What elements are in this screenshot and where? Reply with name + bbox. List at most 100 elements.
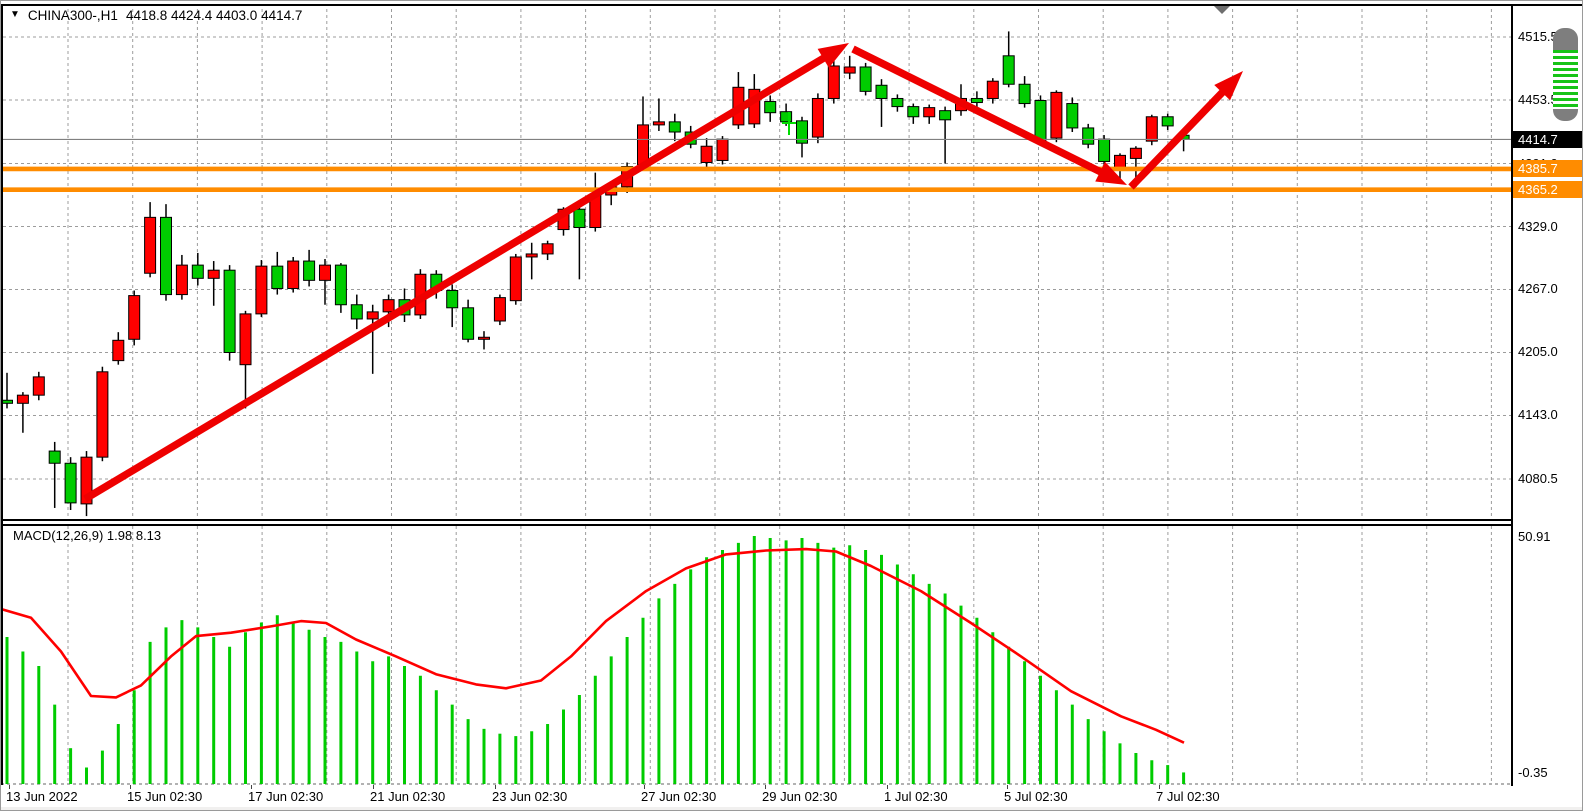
ohlc-readout: 4418.8 4424.4 4403.0 4414.7 — [125, 8, 303, 23]
candle-bearish — [1098, 138, 1111, 162]
candle-bullish — [525, 253, 538, 258]
candle-bullish — [112, 339, 125, 362]
chart-shift-marker-icon — [1214, 6, 1230, 14]
candle-bullish — [175, 264, 188, 296]
candle-bearish — [780, 111, 793, 123]
window-top-border — [1, 4, 1582, 6]
candle-bearish — [1066, 103, 1079, 129]
time-axis-label: 17 Jun 02:30 — [248, 789, 324, 804]
candle-bullish — [923, 107, 936, 118]
time-axis-tick — [251, 785, 252, 789]
time-axis-tick — [130, 785, 131, 789]
time-axis-label: 23 Jun 02:30 — [492, 789, 568, 804]
price-axis-label: 4205.0 — [1518, 344, 1558, 360]
candle-bearish — [160, 216, 172, 296]
candle-bullish — [255, 265, 268, 315]
market-depth-scroll-widget[interactable] — [1553, 28, 1578, 121]
candle-bullish — [493, 297, 506, 322]
candle-bullish — [827, 65, 840, 99]
time-axis-tick — [887, 785, 888, 789]
candle-bullish — [1114, 154, 1126, 169]
candle-bearish — [859, 66, 872, 92]
time-axis-label: 13 Jun 2022 — [6, 789, 78, 804]
trend-arrow-down[interactable] — [851, 45, 1106, 177]
panel-separator-line-1 — [1, 519, 1511, 521]
candle-bearish — [350, 304, 363, 320]
chart-title[interactable]: ▼ CHINA300-,H1 4418.8 4424.4 4403.0 4414… — [10, 8, 302, 23]
trend-arrow-up-2[interactable] — [1128, 87, 1228, 190]
scroll-widget-stripes — [1553, 50, 1578, 109]
trend-arrow-up-1[interactable] — [83, 53, 829, 503]
candle-bullish — [1145, 116, 1158, 142]
candle-bearish — [191, 264, 204, 279]
candle-bearish — [891, 97, 904, 108]
time-axis-label: 1 Jul 02:30 — [884, 789, 948, 804]
candle-bullish — [541, 243, 554, 255]
candle-bearish — [1034, 100, 1047, 141]
trend-arrow-down-head[interactable] — [1095, 161, 1127, 185]
time-axis[interactable]: 13 Jun 2022 15 Jun 02:30 17 Jun 02:30 21 Ju… — [1, 785, 1511, 807]
trend-arrow-up-2-head[interactable] — [1214, 71, 1243, 101]
symbol-dropdown-icon[interactable]: ▼ — [10, 9, 20, 20]
time-axis-label: 7 Jul 02:30 — [1156, 789, 1220, 804]
candle-bearish — [970, 97, 983, 104]
time-axis-tick — [644, 785, 645, 789]
candle-bearish — [48, 450, 61, 464]
candle-bearish — [573, 208, 586, 229]
candle-bullish — [986, 80, 999, 99]
time-axis-tick — [495, 785, 496, 789]
candle-bullish — [319, 264, 331, 281]
candle-bullish — [1129, 147, 1142, 159]
time-axis-tick — [9, 785, 10, 789]
time-axis-tick — [1159, 785, 1160, 789]
macd-indicator-label: MACD(12,26,9) 1.98 8.13 — [13, 528, 162, 543]
price-axis-label: 4267.0 — [1518, 281, 1558, 297]
candle-bearish — [796, 120, 808, 144]
panel-separator-line-2 — [1, 524, 1511, 526]
time-axis-label: 5 Jul 02:30 — [1004, 789, 1068, 804]
candle-bearish — [907, 106, 920, 118]
candle-bearish — [446, 290, 459, 309]
chart-canvas[interactable] — [1, 1, 1511, 807]
candle-bearish — [668, 121, 681, 133]
time-axis-label: 15 Jun 02:30 — [127, 789, 203, 804]
symbol-period-label: CHINA300-,H1 — [27, 8, 118, 23]
candle-bullish — [287, 260, 300, 289]
candle-bullish — [811, 97, 824, 138]
candle-bearish — [939, 110, 952, 121]
macd-axis-max-label: 50.91 — [1518, 529, 1551, 544]
candle-bullish — [1050, 91, 1063, 139]
candle-bullish — [144, 216, 157, 274]
candle-bearish — [223, 269, 236, 353]
macd-signal-line[interactable] — [1, 547, 1185, 744]
scroll-widget-bottom-cap[interactable] — [1553, 109, 1578, 121]
candle-bullish — [700, 145, 713, 163]
current-price-badge: 4414.7 — [1513, 130, 1582, 148]
price-axis-label: 4329.0 — [1518, 218, 1558, 234]
candle-bearish — [764, 101, 777, 114]
macd-axis-min-label: -0.35 — [1518, 765, 1548, 780]
level-price-badge-2: 4365.2 — [1513, 181, 1582, 199]
candle-bullish — [80, 456, 93, 505]
price-axis[interactable]: 4515.54453.54391.04329.04267.04205.04143… — [1513, 1, 1582, 810]
time-axis-tick — [765, 785, 766, 789]
time-axis-tick — [1007, 785, 1008, 789]
candle-bearish — [334, 264, 347, 306]
trend-arrow-up-1-head[interactable] — [817, 43, 849, 68]
candle-bullish — [366, 311, 379, 320]
price-axis-label: 4080.5 — [1518, 471, 1558, 486]
candle-bullish — [239, 313, 252, 366]
level-price-badge-1: 4385.7 — [1513, 160, 1582, 178]
candle-bearish — [64, 462, 77, 504]
candle-bearish — [1082, 127, 1095, 145]
scroll-widget-top-cap[interactable] — [1553, 28, 1578, 50]
price-axis-label: 4143.0 — [1518, 407, 1558, 423]
candle-bullish — [16, 394, 29, 404]
candle-bearish — [303, 260, 316, 281]
candle-bearish — [1002, 55, 1015, 85]
time-axis-label: 27 Jun 02:30 — [641, 789, 717, 804]
candle-bullish — [207, 269, 220, 279]
candle-bearish — [1018, 83, 1031, 105]
window-left-border — [1, 4, 3, 785]
candle-bullish — [843, 66, 856, 74]
